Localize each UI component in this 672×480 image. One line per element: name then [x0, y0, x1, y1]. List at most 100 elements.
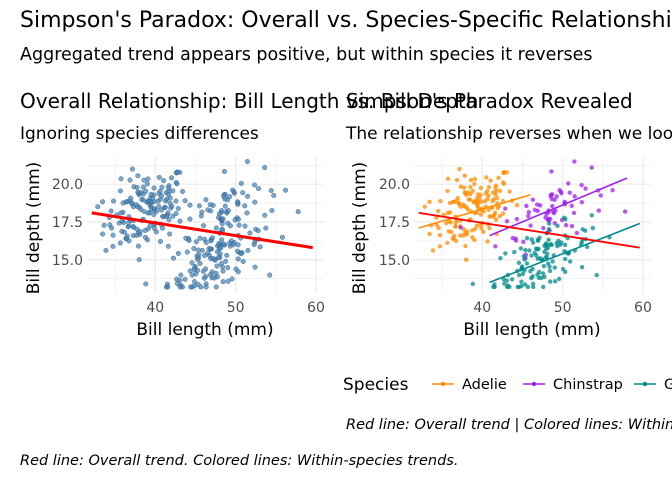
scatter-point-adelie	[430, 248, 436, 253]
scatter-point	[206, 246, 212, 252]
scatter-point-adelie	[477, 196, 482, 201]
legend-item-adelie: Adelie	[432, 377, 507, 393]
scatter-point	[244, 159, 250, 165]
scatter-point-gentoo	[546, 237, 551, 242]
scatter-point	[161, 178, 167, 184]
scatter-point-gentoo	[519, 279, 524, 284]
trend-line-chinstrap	[489, 177, 628, 237]
scatter-point	[214, 249, 220, 255]
scatter-point-chinstrap	[583, 186, 588, 191]
scatter-point-gentoo	[545, 245, 551, 250]
scatter-point	[144, 237, 150, 243]
scatter-point	[141, 208, 147, 214]
scatter-point	[242, 203, 248, 209]
scatter-point	[131, 224, 137, 230]
scatter-point	[143, 281, 149, 287]
scatter-point	[167, 231, 173, 237]
scatter-point	[203, 273, 209, 279]
scatter-point-chinstrap	[579, 182, 584, 188]
scatter-point	[212, 257, 218, 263]
scatter-point-chinstrap	[622, 209, 628, 214]
scatter-point-chinstrap	[579, 199, 585, 205]
scatter-point-adelie	[468, 184, 473, 190]
scatter-point	[173, 198, 179, 204]
scatter-point	[159, 207, 165, 213]
scatter-point-adelie	[457, 166, 462, 172]
scatter-point	[136, 257, 142, 263]
scatter-point-adelie	[474, 202, 480, 208]
scatter-point	[231, 189, 237, 195]
scatter-point-adelie	[485, 239, 490, 244]
scatter-point-adelie	[438, 198, 443, 204]
scatter-point-adelie	[491, 197, 496, 202]
scatter-point	[219, 226, 225, 232]
overall-chart-panel: Overall Relationship: Bill Length vs. Bi…	[20, 89, 478, 340]
species-y-axis-label: Bill depth (mm)	[350, 162, 370, 295]
scatter-point-gentoo	[504, 284, 510, 290]
scatter-point	[174, 169, 180, 175]
scatter-point	[95, 204, 101, 210]
scatter-point-adelie	[422, 204, 427, 209]
scatter-point	[222, 203, 228, 209]
scatter-point-adelie	[445, 176, 451, 181]
species-chart-subtitle: The relationship reverses when we look w…	[345, 124, 672, 144]
scatter-point	[219, 221, 225, 227]
scatter-point-adelie	[436, 225, 441, 231]
scatter-point-gentoo	[563, 217, 568, 222]
overall-trend-lines	[91, 211, 313, 250]
scatter-point-gentoo	[509, 277, 515, 282]
scatter-point	[182, 198, 188, 204]
scatter-point-adelie	[472, 237, 477, 243]
scatter-point	[271, 192, 277, 198]
scatter-point-chinstrap	[567, 190, 572, 195]
scatter-point-chinstrap	[569, 223, 575, 229]
scatter-point	[252, 199, 258, 205]
scatter-point-chinstrap	[493, 244, 498, 249]
scatter-point-adelie	[445, 210, 451, 216]
scatter-point	[151, 207, 157, 213]
scatter-point-adelie	[445, 188, 450, 194]
scatter-point-chinstrap	[549, 169, 554, 174]
scatter-point	[224, 252, 230, 258]
scatter-point	[207, 202, 213, 208]
scatter-point-adelie	[514, 202, 520, 208]
overall-points	[95, 159, 301, 290]
legend-dot-gentoo	[642, 381, 648, 387]
scatter-point	[227, 223, 233, 229]
scatter-point	[118, 210, 124, 216]
scatter-point	[242, 223, 248, 229]
scatter-point-chinstrap	[513, 238, 519, 243]
species-legend: Species Adelie Chinstrap Gentoo	[343, 375, 672, 395]
scatter-point-gentoo	[531, 284, 536, 290]
scatter-point-gentoo	[542, 249, 547, 255]
scatter-point	[221, 193, 227, 199]
scatter-point-gentoo	[502, 281, 507, 286]
scatter-point	[235, 216, 241, 222]
scatter-point-adelie	[485, 196, 490, 202]
scatter-point-chinstrap	[563, 223, 569, 228]
scatter-point	[140, 197, 146, 203]
scatter-point	[101, 222, 107, 228]
scatter-point-chinstrap	[548, 193, 553, 199]
scatter-point-adelie	[437, 233, 443, 238]
scatter-point-adelie	[451, 236, 456, 241]
scatter-point	[144, 181, 150, 187]
scatter-point-gentoo	[557, 242, 563, 247]
scatter-point-gentoo	[492, 284, 497, 290]
overall-x-axis-label: Bill length (mm)	[136, 320, 273, 340]
scatter-point-gentoo	[547, 268, 553, 274]
overall-tick-labels: 40 50 60 15.0 17.5 20.0	[52, 177, 325, 316]
legend-dot-adelie	[440, 381, 446, 387]
species-chart-panel: Simpson's Paradox Revealed The relations…	[343, 89, 672, 433]
scatter-point	[245, 193, 251, 199]
scatter-point	[165, 284, 171, 290]
scatter-point	[234, 248, 240, 254]
scatter-point	[197, 235, 203, 241]
scatter-point-adelie	[497, 188, 503, 193]
scatter-point	[135, 173, 141, 179]
scatter-point-adelie	[468, 177, 474, 183]
species-tick-labels: 40 50 60 15.0 17.5 20.0	[379, 177, 652, 316]
scatter-point	[124, 236, 130, 242]
scatter-point-chinstrap	[510, 235, 516, 241]
